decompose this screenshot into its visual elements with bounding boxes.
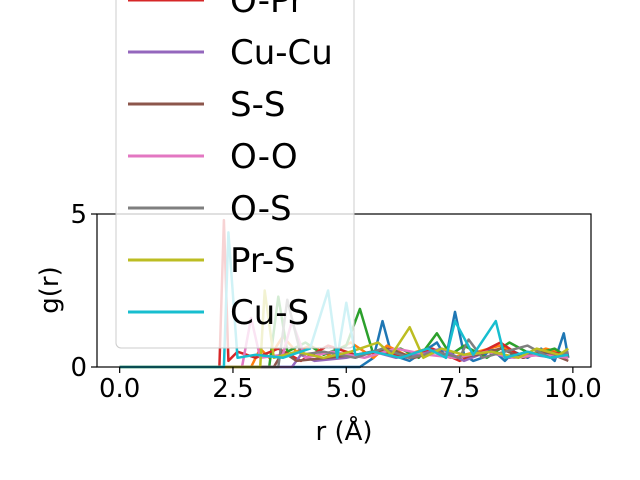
x-tick-label: 2.5	[212, 374, 253, 404]
legend-label-o-o: O-O	[230, 137, 298, 177]
axis-ticks: 0.0 2.5 5.0 7.5 10.0 0 5	[70, 200, 601, 404]
x-axis-label: r (Å)	[315, 415, 372, 447]
y-axis-label: g(r)	[35, 266, 65, 313]
x-tick-label: 7.5	[439, 374, 480, 404]
x-tick-label: 0.0	[99, 374, 140, 404]
y-tick-label: 5	[70, 200, 87, 230]
legend-label-s-s: S-S	[230, 85, 285, 125]
x-tick-label: 10.0	[544, 374, 602, 404]
legend: O-Pr Cu-Cu S-S O-O O-S Pr-S Cu-S	[115, 0, 355, 349]
legend-label-o-s: O-S	[230, 189, 292, 229]
legend-label-cu-cu: Cu-Cu	[230, 33, 333, 73]
legend-label-o-pr: O-Pr	[230, 0, 304, 21]
legend-label-cu-s: Cu-S	[230, 293, 309, 333]
legend-label-pr-s: Pr-S	[230, 241, 296, 281]
series-line-cu-s	[119, 231, 569, 369]
y-tick-label: 0	[70, 353, 87, 383]
x-tick-label: 5.0	[326, 374, 367, 404]
